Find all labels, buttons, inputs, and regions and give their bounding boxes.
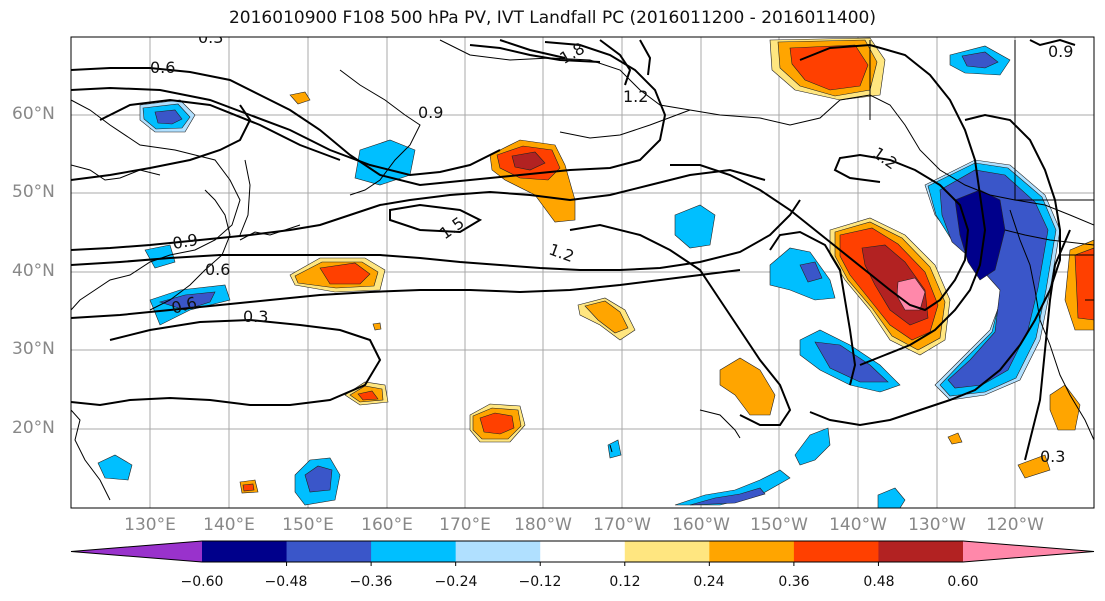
fill-blob — [1017, 454, 1051, 479]
fill-blob — [814, 341, 889, 383]
figure-title: 2016010900 F108 500 hPa PV, IVT Landfall… — [228, 8, 876, 28]
colorbar-tick-label: 0.36 — [778, 574, 810, 590]
lon-label: 140°W — [829, 515, 887, 535]
lon-label: 180°W — [514, 515, 572, 535]
lon-label: 130°W — [908, 515, 966, 535]
colorbar-tick-label: −0.24 — [434, 574, 478, 590]
colorbar-tick-label: −0.48 — [264, 574, 308, 590]
map-border — [70, 36, 1095, 509]
fill-blob — [479, 412, 515, 435]
fill-blob — [794, 427, 831, 466]
contour-label: 0.3 — [1040, 447, 1065, 466]
colorbar-tick-label: −0.12 — [518, 574, 562, 590]
lon-label: 150°W — [750, 515, 808, 535]
contour-label: 0.6 — [205, 260, 230, 279]
fill-blob — [1049, 384, 1081, 431]
colorbar-segment — [455, 541, 541, 562]
contour-label: 0.9 — [418, 103, 443, 122]
lon-label: 140°E — [203, 515, 255, 535]
colorbar-tick-label: 0.12 — [609, 574, 641, 590]
colorbar-tick-label: −0.36 — [349, 574, 393, 590]
lon-label: 130°E — [124, 515, 176, 535]
colorbar-segment — [286, 541, 372, 562]
pv-contours — [71, 38, 1076, 461]
lat-label-40n: 40°N — [12, 261, 55, 281]
fill-blob — [289, 91, 311, 105]
colorbar-segment — [878, 541, 964, 562]
colorbar-tick-label: 0.48 — [863, 574, 895, 590]
fill-blob — [1074, 247, 1094, 321]
fill-blob — [154, 109, 183, 125]
colorbar-segment — [202, 541, 288, 562]
contour-label: 1.2 — [546, 240, 576, 267]
fill-blob — [144, 244, 176, 269]
fill-blob — [242, 483, 255, 492]
contour-labels: 0.3 0.6 0.9 1.2 1.5 1.8 1.2 0.9 0.6 0.6 … — [150, 28, 1073, 466]
fill-blob — [961, 51, 999, 69]
lat-label-20n: 20°N — [12, 418, 55, 438]
lat-label-60n: 60°N — [12, 104, 55, 124]
lat-label-50n: 50°N — [12, 182, 55, 202]
colorbar-extend-min — [71, 541, 202, 562]
lat-label-30n: 30°N — [12, 339, 55, 359]
colorbar-segment — [709, 541, 795, 562]
contour-label: 0.6 — [150, 58, 175, 77]
fill-blob — [584, 300, 629, 334]
colorbar — [70, 540, 1095, 566]
fill-blob — [719, 357, 776, 416]
lon-label: 170°W — [593, 515, 651, 535]
fill-blob — [511, 151, 546, 171]
contour-label: 1.5 — [436, 213, 468, 243]
contour-label: 0.3 — [243, 307, 268, 326]
pv-anomaly-fills — [97, 37, 1094, 508]
colorbar-extend-max — [963, 541, 1094, 562]
contour-label: 0.9 — [171, 230, 199, 253]
fill-blob — [357, 390, 379, 401]
lon-label: 120°W — [986, 515, 1044, 535]
lon-label: 150°E — [282, 515, 334, 535]
fill-blob — [372, 322, 382, 331]
lon-label: 160°E — [361, 515, 413, 535]
fill-blob — [97, 454, 133, 481]
lon-label: 170°E — [439, 515, 491, 535]
fill-blob — [319, 262, 371, 285]
contour-label: 0.9 — [1048, 42, 1073, 61]
fill-blob — [877, 487, 906, 508]
colorbar-tick-label: 0.24 — [693, 574, 725, 590]
contour-label: 1.2 — [869, 143, 901, 173]
fill-blob — [304, 465, 333, 493]
colorbar-segment — [793, 541, 879, 562]
fill-blob — [674, 204, 716, 249]
fill-blob — [799, 261, 823, 283]
fill-blob — [947, 432, 963, 445]
contour-label: 0.3 — [198, 28, 223, 47]
colorbar-outline — [70, 540, 1095, 563]
colorbar-segment — [624, 541, 710, 562]
contour-label: 1.2 — [623, 87, 648, 106]
colorbar-segment — [371, 541, 457, 562]
fill-blob — [769, 247, 836, 301]
colorbar-tick-label: −0.60 — [180, 574, 224, 590]
colorbar-tick-label: 0.60 — [947, 574, 979, 590]
colorbar-segment — [540, 541, 626, 562]
fill-blob — [607, 439, 622, 459]
lon-label: 160°W — [672, 515, 730, 535]
fill-blob — [689, 487, 766, 506]
